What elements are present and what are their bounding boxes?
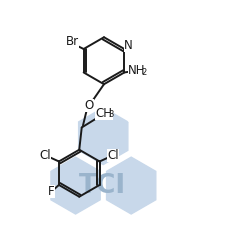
Text: N: N <box>124 38 132 52</box>
Polygon shape <box>51 157 100 214</box>
Polygon shape <box>78 108 128 164</box>
Text: NH: NH <box>128 64 146 77</box>
Text: TCI: TCI <box>79 172 126 199</box>
Text: 3: 3 <box>108 110 113 119</box>
Text: Cl: Cl <box>40 149 51 162</box>
Text: F: F <box>48 185 55 198</box>
Text: O: O <box>84 99 94 112</box>
Text: Br: Br <box>66 35 79 48</box>
Text: 2: 2 <box>141 68 146 77</box>
Text: CH: CH <box>96 107 112 120</box>
Text: Cl: Cl <box>108 149 119 162</box>
Polygon shape <box>106 157 156 214</box>
